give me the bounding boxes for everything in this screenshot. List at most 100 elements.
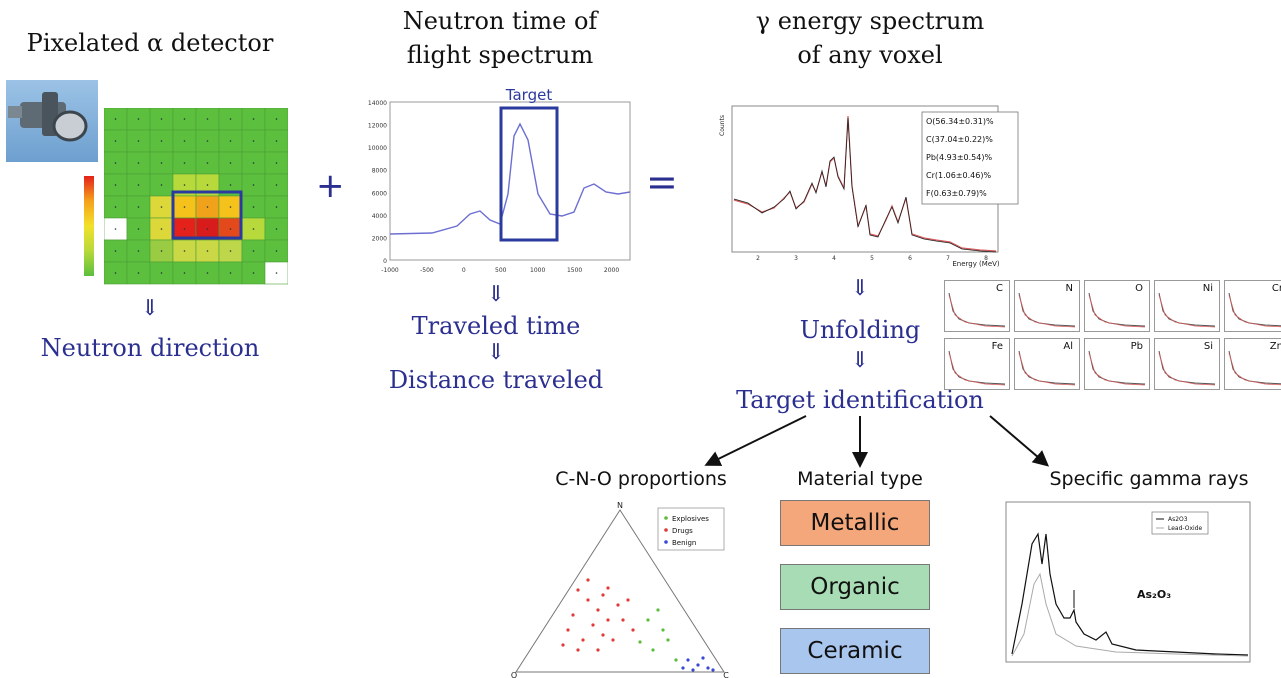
ternary-legend-box xyxy=(657,507,725,551)
heatmap-cell-dot xyxy=(114,118,117,120)
heatmap-cell-dot xyxy=(114,184,117,186)
element-spectrum-thumb: N xyxy=(1014,280,1080,332)
element-spectrum-thumb: Ni xyxy=(1154,280,1220,332)
heatmap-cell-dot xyxy=(229,250,232,252)
heatmap-cell-dot xyxy=(275,140,278,142)
heatmap-cell-dot xyxy=(252,162,255,164)
gamma-title-line2: of any voxel xyxy=(797,41,943,69)
heatmap-cell-dot xyxy=(275,184,278,186)
heatmap-cell-dot xyxy=(275,250,278,252)
ternary-point-benign xyxy=(691,668,695,672)
heatmap-cell-dot xyxy=(137,228,140,230)
ternary-point-drugs xyxy=(581,638,585,642)
ternary-point-drugs xyxy=(586,598,590,602)
gamma-legend-entry: C(37.04±0.22)% xyxy=(926,135,993,144)
heatmap-cell-dot xyxy=(160,272,163,274)
tof-down-arrow-1: ⇓ xyxy=(486,282,506,307)
ternary-point-explosives xyxy=(638,640,642,644)
ternary-point-benign xyxy=(686,658,690,662)
detector-photo xyxy=(6,80,98,162)
heatmap-cell-dot xyxy=(137,118,140,120)
ternary-point-benign xyxy=(681,666,685,670)
ternary-point-explosives xyxy=(656,608,660,612)
heatmap-cell-dot xyxy=(206,250,209,252)
cno-ternary-plot: N O C Explosives Drugs Benign xyxy=(511,501,729,678)
ternary-point-drugs xyxy=(571,613,575,617)
gamma-x-tick-label: 7 xyxy=(946,255,950,262)
specific-gamma-plot: As₂O₃ As2O3 Lead-Oxide xyxy=(1005,501,1251,663)
tof-x-tick-label: 0 xyxy=(462,267,466,274)
heatmap-cell-dot xyxy=(160,162,163,164)
element-spectrum-thumb: Al xyxy=(1014,338,1080,390)
plus-operator: + xyxy=(316,166,345,206)
tof-title-line2: flight spectrum xyxy=(406,41,594,69)
heatmap-cell-dot xyxy=(160,118,163,120)
ternary-legend-marker xyxy=(664,516,668,520)
ternary-point-drugs xyxy=(631,628,635,632)
material-type-heading: Material type xyxy=(797,468,923,490)
heatmap-cell-dot xyxy=(137,272,140,274)
tof-y-tick-label: 0 xyxy=(383,258,387,265)
ternary-vertex-c: C xyxy=(723,671,729,678)
heatmap-cell-dot xyxy=(160,184,163,186)
heatmap-cell-dot xyxy=(137,250,140,252)
element-spectrum-thumb: Zn xyxy=(1224,338,1281,390)
heatmap-cell-dot xyxy=(252,272,255,274)
gamma-x-tick-label: 4 xyxy=(832,255,836,262)
gamma-down-arrow-1: ⇓ xyxy=(850,276,870,301)
heatmap-cell-dot xyxy=(114,162,117,164)
heatmap-cell-dot xyxy=(183,272,186,274)
element-spectrum-thumb: C xyxy=(944,280,1010,332)
ternary-point-drugs xyxy=(611,638,615,642)
heatmap-cell-dot xyxy=(252,118,255,120)
gamma-legend-entry: Pb(4.93±0.54)% xyxy=(926,153,992,162)
heatmap-cell-dot xyxy=(114,206,117,208)
heatmap-cell-dot xyxy=(183,118,186,120)
heatmap-cell-dot xyxy=(229,206,232,208)
detector-photo-illustration xyxy=(8,92,88,142)
pixel-heatmap xyxy=(104,108,288,285)
tof-curve xyxy=(389,122,631,235)
element-thumb-label: Fe xyxy=(991,341,1003,352)
tof-y-tick-label: 10000 xyxy=(368,145,387,152)
gamma-legend-entry: F(0.63±0.79)% xyxy=(926,189,987,198)
heatmap-cell-dot xyxy=(275,228,278,230)
ternary-legend-entry: Drugs xyxy=(672,527,693,535)
cno-proportions-heading: C-N-O proportions xyxy=(555,468,727,490)
tof-y-tick-label: 4000 xyxy=(372,213,387,220)
ternary-legend-marker xyxy=(664,528,668,532)
element-thumb-curve xyxy=(948,350,1006,386)
tof-x-tick-label: 1500 xyxy=(567,267,582,274)
gamma-x-tick-label: 8 xyxy=(984,255,988,262)
ternary-point-explosives xyxy=(666,638,670,642)
element-thumb-curve xyxy=(1088,350,1146,386)
heatmap-cell-dot xyxy=(252,184,255,186)
tof-target-label: Target xyxy=(505,86,553,104)
tof-x-tick-label: 500 xyxy=(495,267,507,274)
heatmap-cell-dot xyxy=(183,140,186,142)
ternary-point-explosives xyxy=(674,658,678,662)
ternary-point-benign xyxy=(706,666,710,670)
element-thumb-curve xyxy=(1228,292,1281,328)
gamma-legend-box xyxy=(921,111,1019,205)
ternary-point-drugs xyxy=(616,603,620,607)
element-thumb-label: Cr xyxy=(1271,283,1281,294)
element-thumb-curve xyxy=(1018,350,1076,386)
gamma-x-tick-label: 5 xyxy=(870,255,874,262)
tof-y-tick-label: 6000 xyxy=(372,190,387,197)
heatmap-cell-dot xyxy=(206,184,209,186)
detector-down-arrow: ⇓ xyxy=(140,296,160,321)
heatmap-cell-dot xyxy=(252,140,255,142)
tof-x-tick-label: 1000 xyxy=(530,267,545,274)
ternary-point-drugs xyxy=(626,598,630,602)
ternary-point-drugs xyxy=(591,623,595,627)
ternary-vertex-n: N xyxy=(617,501,623,510)
branch-arrows xyxy=(704,415,1050,468)
heatmap-cell-dot xyxy=(206,140,209,142)
tof-down-arrow-2: ⇓ xyxy=(486,340,506,365)
unfolding-label: Unfolding xyxy=(799,316,921,344)
specific-compound-label: As₂O₃ xyxy=(1137,588,1171,601)
specific-legend-box xyxy=(1151,511,1209,535)
element-thumb-curve xyxy=(1158,350,1216,386)
